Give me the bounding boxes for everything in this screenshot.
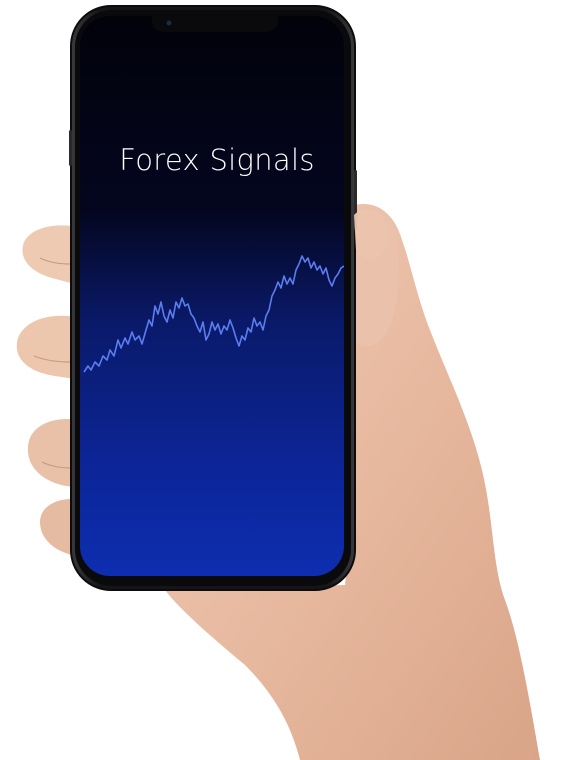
front-camera-icon	[166, 20, 172, 26]
phone-notch	[152, 16, 278, 32]
hand-finger-3	[27, 419, 84, 488]
hand-finger-2	[16, 315, 83, 380]
hand-thumb-tip	[354, 208, 389, 260]
hand-palm	[165, 204, 540, 760]
price-chart-line	[83, 255, 344, 373]
phone-screen	[80, 16, 344, 576]
volume-button	[69, 130, 72, 166]
hand-finger-1	[22, 225, 82, 286]
app-title: Forex Signals	[119, 143, 315, 177]
